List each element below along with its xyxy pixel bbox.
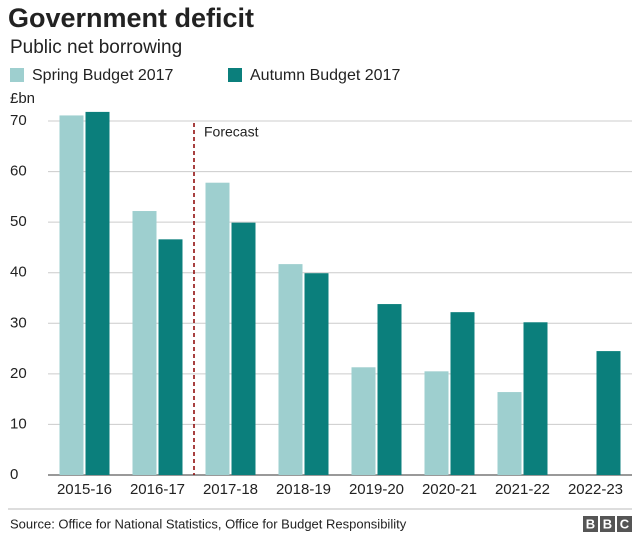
logo-letter: C <box>620 516 630 531</box>
x-tick-label: 2020-21 <box>422 481 477 498</box>
bar <box>278 264 303 475</box>
logo-box <box>600 516 615 532</box>
x-tick-label: 2017-18 <box>203 481 258 498</box>
bar <box>158 239 183 475</box>
y-tick-label: 0 <box>10 466 18 483</box>
bar <box>497 392 522 475</box>
bar <box>450 312 475 475</box>
legend-label: Autumn Budget 2017 <box>250 67 400 84</box>
logo-box <box>617 516 632 532</box>
y-tick-label: 70 <box>10 112 27 129</box>
bar <box>596 351 621 475</box>
annotation: Forecast <box>204 124 259 140</box>
y-tick-label: 60 <box>10 163 27 180</box>
bar <box>59 115 84 476</box>
legend-swatch <box>228 68 242 82</box>
chart-title: Government deficit <box>8 3 254 33</box>
bar <box>231 222 256 475</box>
bar <box>85 111 110 475</box>
logo-letter: B <box>603 516 612 531</box>
logo-letter: B <box>586 516 595 531</box>
logo-box <box>583 516 598 532</box>
bar <box>377 304 402 475</box>
x-tick-label: 2016-17 <box>130 481 185 498</box>
legend-swatch <box>10 68 24 82</box>
y-tick-label: 30 <box>10 314 27 331</box>
bar <box>523 322 548 475</box>
legend-label: Spring Budget 2017 <box>32 67 174 84</box>
chart-subtitle: Public net borrowing <box>10 37 182 58</box>
y-tick-label: 40 <box>10 264 27 281</box>
y-axis-label: £bn <box>10 90 35 107</box>
x-tick-label: 2015-16 <box>57 481 112 498</box>
source: Source: Office for National Statistics, … <box>10 516 407 531</box>
y-tick-label: 10 <box>10 415 27 432</box>
x-tick-label: 2021-22 <box>495 481 550 498</box>
bar <box>351 367 376 475</box>
x-tick-label: 2022-23 <box>568 481 623 498</box>
bar <box>304 273 329 475</box>
bar <box>424 371 449 475</box>
x-tick-label: 2019-20 <box>349 481 404 498</box>
bar <box>205 182 230 475</box>
y-tick-label: 20 <box>10 365 27 382</box>
bar <box>132 211 157 475</box>
y-tick-label: 50 <box>10 213 27 230</box>
x-tick-label: 2018-19 <box>276 481 331 498</box>
